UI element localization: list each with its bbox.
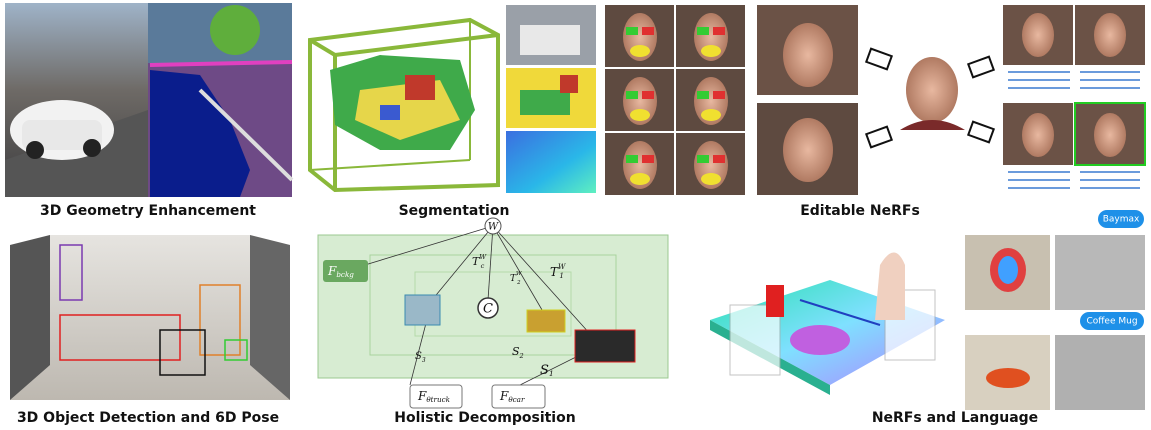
math-main: S bbox=[540, 363, 549, 378]
mouth-mask bbox=[701, 109, 721, 121]
eye-mask bbox=[626, 91, 638, 99]
eye-mask bbox=[713, 91, 725, 99]
face-grid bbox=[605, 5, 745, 195]
eye-mask bbox=[713, 27, 725, 35]
caption: Editable NeRFs bbox=[800, 203, 920, 219]
mouth-mask bbox=[630, 45, 650, 57]
math-sub: 1 bbox=[549, 369, 554, 378]
street-panel bbox=[5, 3, 294, 197]
eye-mask bbox=[626, 27, 638, 35]
math-main: F bbox=[499, 389, 509, 403]
caption: NeRFs and Language bbox=[872, 410, 1038, 426]
math-label: S2 bbox=[512, 345, 524, 360]
math-label: TW 1 bbox=[550, 262, 566, 280]
math-sup: W bbox=[558, 262, 566, 271]
math-sub: θtruck bbox=[426, 395, 450, 404]
math-sup: W bbox=[479, 253, 487, 261]
world-label: W bbox=[488, 222, 499, 233]
caption: 3D Object Detection and 6D Pose bbox=[17, 410, 279, 426]
eye-mask bbox=[642, 155, 654, 163]
eye-mask bbox=[642, 27, 654, 35]
math-label: S1 bbox=[540, 363, 554, 379]
math-sub: 2 bbox=[519, 352, 524, 360]
segmented-scene bbox=[330, 5, 596, 193]
speech-bubble: Baymax bbox=[1103, 215, 1140, 225]
math-main: T bbox=[472, 255, 481, 268]
math-sub: 1 bbox=[559, 271, 564, 280]
eye-mask bbox=[713, 155, 725, 163]
eye-mask bbox=[697, 27, 709, 35]
eye-mask bbox=[697, 155, 709, 163]
mouth-mask bbox=[701, 173, 721, 185]
math-main: T bbox=[510, 274, 517, 284]
language-panel: Baymax Coffee Mug bbox=[710, 210, 1145, 410]
math-label: Fθtruck bbox=[417, 389, 450, 405]
camera-label: C bbox=[483, 302, 493, 317]
math-main: S bbox=[415, 351, 422, 362]
caption: 3D Geometry Enhancement bbox=[40, 203, 256, 219]
math-sub: bckg bbox=[336, 270, 354, 279]
math-label: Fθcar bbox=[499, 389, 525, 405]
math-sub: c bbox=[481, 262, 485, 270]
eye-mask bbox=[642, 91, 654, 99]
caption: Segmentation bbox=[399, 203, 510, 219]
math-main: T bbox=[550, 265, 559, 279]
mouth-mask bbox=[630, 109, 650, 121]
math-sup: W bbox=[516, 271, 522, 277]
math-label: Fbckg bbox=[327, 264, 354, 280]
math-sub: 2 bbox=[516, 280, 521, 286]
math-label: S3 bbox=[415, 351, 426, 364]
room-panel bbox=[10, 235, 290, 400]
math-main: S bbox=[512, 345, 520, 358]
math-sub: θcar bbox=[508, 395, 525, 404]
mouth-mask bbox=[701, 45, 721, 57]
speech-bubble: Coffee Mug bbox=[1086, 317, 1137, 327]
math-main: F bbox=[417, 389, 427, 403]
eye-mask bbox=[626, 155, 638, 163]
eye-mask bbox=[697, 91, 709, 99]
math-sub: 3 bbox=[422, 357, 426, 364]
caption: Holistic Decomposition bbox=[394, 410, 575, 426]
mouth-mask bbox=[630, 173, 650, 185]
math-main: F bbox=[327, 264, 337, 278]
nerf-panel bbox=[757, 5, 1146, 195]
math-label: TW 2 bbox=[510, 271, 522, 286]
math-label: TW c bbox=[472, 253, 487, 270]
